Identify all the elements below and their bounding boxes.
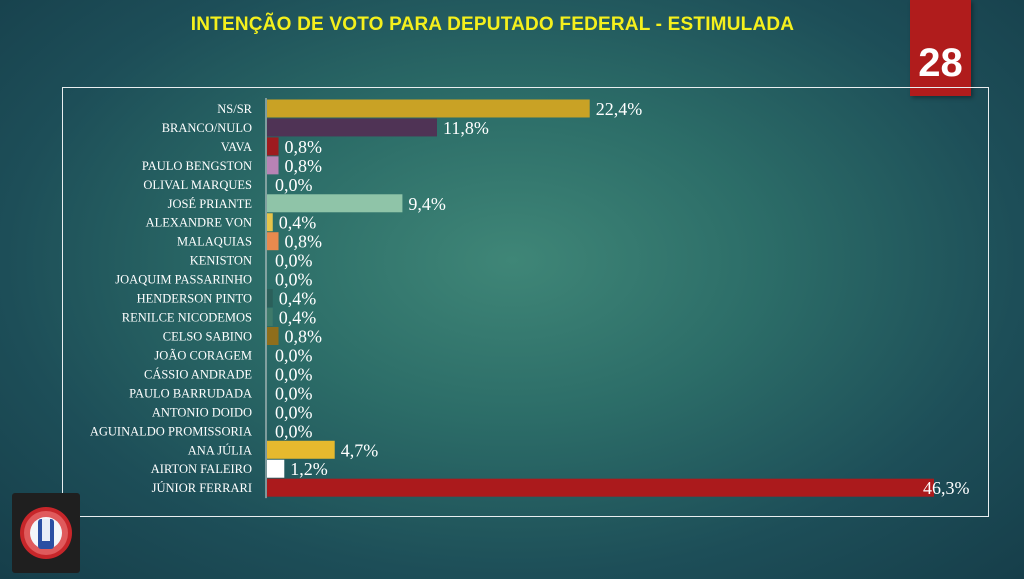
category-label: AIRTON FALEIRO <box>151 462 252 476</box>
bar <box>267 327 279 345</box>
value-label: 22,4% <box>596 99 643 119</box>
bar <box>267 478 934 497</box>
page-number-badge: 28 <box>910 0 971 96</box>
value-label: 0,0% <box>275 175 313 195</box>
bar <box>267 137 279 156</box>
category-label: HENDERSON PINTO <box>137 292 252 306</box>
value-label: 0,0% <box>275 345 313 365</box>
value-label: 46,3% <box>923 478 970 498</box>
category-label: BRANCO/NULO <box>162 121 252 135</box>
category-label: NS/SR <box>217 102 252 116</box>
category-label: ANTONIO DOIDO <box>152 405 252 419</box>
value-label: 0,0% <box>275 251 313 271</box>
value-label: 11,8% <box>443 118 489 138</box>
bar <box>267 99 590 118</box>
value-label: 0,0% <box>275 364 313 384</box>
chart-frame <box>62 87 989 517</box>
bar <box>267 194 403 213</box>
category-label: MALAQUIAS <box>177 235 252 249</box>
value-label: 0,0% <box>275 270 313 290</box>
value-label: 0,0% <box>275 402 313 422</box>
bar <box>267 213 273 232</box>
value-label: 0,0% <box>275 421 313 441</box>
category-label: RENILCE NICODEMOS <box>122 311 252 325</box>
value-label: 0,4% <box>279 289 317 309</box>
bar <box>267 118 437 137</box>
category-label: ALEXANDRE VON <box>146 216 252 230</box>
category-label: ANA JÚLIA <box>188 443 252 457</box>
category-label: KENISTON <box>190 254 252 268</box>
category-label: CÁSSIO ANDRADE <box>144 367 252 381</box>
value-label: 0,4% <box>279 308 317 328</box>
bar <box>267 156 279 175</box>
value-label: 0,8% <box>285 156 323 176</box>
category-label: JOAQUIM PASSARINHO <box>115 273 252 287</box>
bar <box>267 459 285 478</box>
value-label: 0,4% <box>279 213 317 233</box>
bar <box>267 232 279 251</box>
value-label: 4,7% <box>341 440 379 460</box>
brand-logo-icon <box>20 507 72 559</box>
value-label: 0,8% <box>285 137 323 157</box>
category-label: JOSÉ PRIANTE <box>168 197 253 211</box>
category-label: AGUINALDO PROMISSORIA <box>90 424 252 438</box>
category-label: PAULO BARRUDADA <box>129 386 252 400</box>
category-label: JOÃO CORAGEM <box>154 348 252 362</box>
value-label: 1,2% <box>290 459 328 479</box>
bar <box>267 440 335 459</box>
bar <box>267 308 273 327</box>
category-label: PAULO BENGSTON <box>142 159 252 173</box>
chart-title: INTENÇÃO DE VOTO PARA DEPUTADO FEDERAL -… <box>190 14 795 35</box>
value-label: 0,8% <box>285 232 323 252</box>
category-label: CELSO SABINO <box>163 330 252 344</box>
value-label: 0,0% <box>275 383 313 403</box>
value-label: 9,4% <box>408 194 446 214</box>
page-number: 28 <box>918 41 963 85</box>
category-label: VAVA <box>221 140 252 154</box>
value-label: 0,8% <box>285 327 323 347</box>
bar <box>267 289 273 308</box>
category-label: OLIVAL MARQUES <box>143 178 252 192</box>
logo <box>12 493 80 573</box>
category-label: JÚNIOR FERRARI <box>152 481 252 495</box>
